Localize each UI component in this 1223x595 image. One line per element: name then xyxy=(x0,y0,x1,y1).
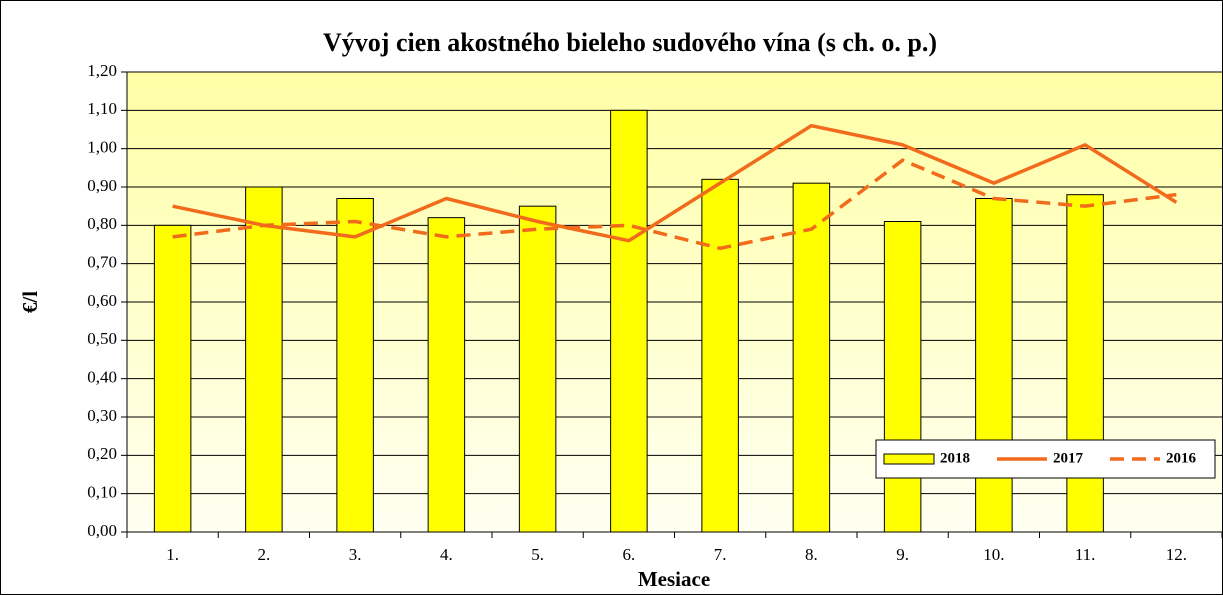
bar xyxy=(153,224,192,533)
x-tick-label: 1. xyxy=(166,545,179,564)
x-tick-label: 3. xyxy=(349,545,362,564)
legend-label: 2018 xyxy=(940,450,970,466)
axes: 0,00 0,10 0,20 0,30 0,40 0,50 0,60 0,70 0,80 0,90… xyxy=(87,61,1223,564)
y-tick-label: 0,60 xyxy=(87,291,117,310)
bar xyxy=(245,186,283,533)
x-tick-label: 2. xyxy=(258,545,271,564)
y-tick-label: 1,10 xyxy=(87,99,117,118)
x-tick-label: 7. xyxy=(714,545,727,564)
x-axis-title: Mesiace xyxy=(638,567,710,591)
bar xyxy=(1066,194,1104,533)
bar xyxy=(701,178,739,533)
y-tick-label: 0,70 xyxy=(87,253,117,272)
legend-label: 2016 xyxy=(1166,450,1197,466)
bar xyxy=(883,221,922,533)
y-tick-label: 0,10 xyxy=(87,483,117,502)
y-tick-label: 1,20 xyxy=(87,61,117,80)
legend-label: 2017 xyxy=(1053,450,1084,466)
y-tick-label: 1,00 xyxy=(87,138,117,157)
x-tick-label: 6. xyxy=(623,545,636,564)
x-tick-label: 12. xyxy=(1166,545,1187,564)
y-tick-label: 0,00 xyxy=(87,521,117,540)
x-tick-label: 8. xyxy=(805,545,818,564)
y-tick-label: 0,50 xyxy=(87,329,117,348)
x-tick-label: 11. xyxy=(1075,545,1096,564)
y-axis-title: €/l xyxy=(18,291,42,313)
chart-title: Vývoj cien akostného bieleho sudového ví… xyxy=(323,28,937,57)
line xyxy=(172,123,1178,243)
bar xyxy=(610,109,648,533)
bar xyxy=(975,198,1013,533)
legend: 2018 2017 2016 xyxy=(875,439,1216,479)
y-tick-label: 0,90 xyxy=(87,176,117,195)
x-tick-label: 10. xyxy=(983,545,1004,564)
y-tick-label: 0,80 xyxy=(87,214,117,233)
legend-swatch xyxy=(883,453,935,465)
x-tick-label: 4. xyxy=(440,545,453,564)
x-tick-label: 5. xyxy=(531,545,544,564)
bar xyxy=(427,217,466,533)
bar xyxy=(518,205,557,533)
bar xyxy=(336,198,374,533)
y-tick-label: 0,30 xyxy=(87,406,117,425)
bar xyxy=(792,182,831,533)
y-tick-label: 0,40 xyxy=(87,368,117,387)
x-tick-label: 9. xyxy=(896,545,909,564)
y-tick-label: 0,20 xyxy=(87,444,117,463)
